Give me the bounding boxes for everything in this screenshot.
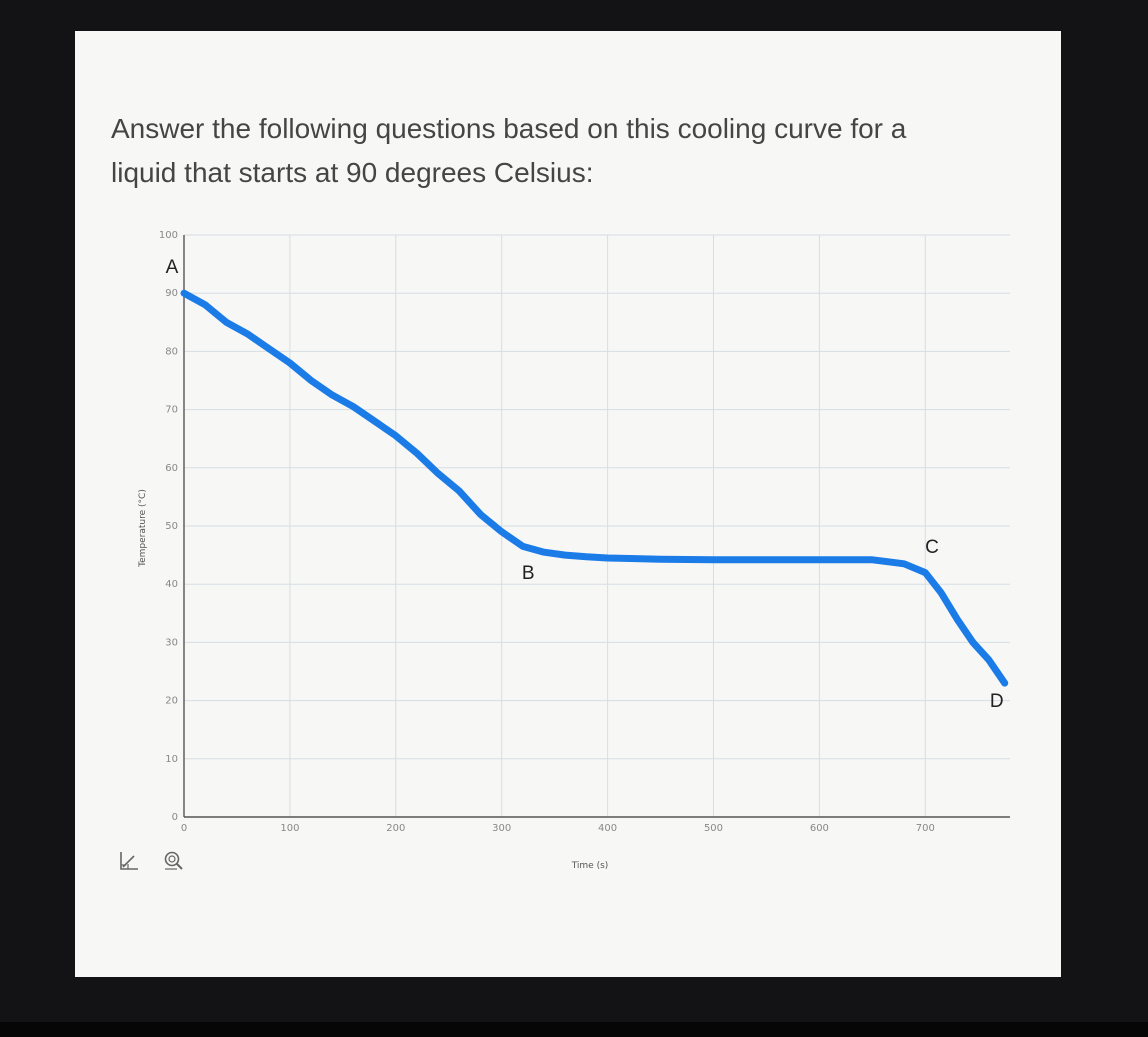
chart-grid	[184, 234, 1010, 817]
chart-axes	[183, 235, 1010, 818]
y-tick-label: 100	[159, 230, 178, 241]
x-tick-label: 100	[280, 823, 299, 834]
question-line-2: liquid that starts at 90 degrees Celsius…	[111, 157, 594, 188]
y-tick-label: 0	[172, 812, 178, 823]
x-tick-label: 200	[386, 823, 405, 834]
point-label-c: C	[925, 537, 939, 558]
x-tick-label: 500	[704, 823, 723, 834]
zoom-icon[interactable]	[163, 850, 185, 872]
point-label-a: A	[166, 257, 179, 278]
x-tick-label: 600	[810, 823, 829, 834]
chart-series	[180, 289, 1009, 687]
y-tick-label: 40	[165, 579, 178, 590]
point-label-d: D	[990, 691, 1004, 712]
y-tick-label: 90	[165, 288, 178, 299]
x-tick-label: 400	[598, 823, 617, 834]
bottom-bar	[0, 1022, 1148, 1037]
chart-ticks: 0 100 200 300 400 500 600 700 0 10 20 30 40 50 60 70 80 9…	[159, 230, 935, 834]
y-tick-label: 70	[165, 405, 178, 416]
axis-line-chart-icon[interactable]	[118, 850, 140, 872]
cooling-curve-line	[180, 289, 1009, 687]
y-tick-label: 10	[165, 754, 178, 765]
point-label-b: B	[522, 563, 535, 584]
y-tick-label: 60	[165, 463, 178, 474]
x-axis-title: Time (s)	[571, 861, 609, 871]
chart-annotations: A B C D	[166, 257, 1004, 712]
y-tick-label: 80	[165, 346, 178, 357]
y-tick-label: 30	[165, 637, 178, 648]
y-tick-label: 50	[165, 521, 178, 532]
y-tick-label: 20	[165, 696, 178, 707]
question-card: Answer the following questions based on …	[75, 31, 1061, 977]
question-text: Answer the following questions based on …	[111, 107, 1011, 195]
x-tick-label: 300	[492, 823, 511, 834]
y-axis-title: Temperature (°C)	[138, 489, 148, 568]
x-tick-label: 0	[181, 823, 187, 834]
question-line-1: Answer the following questions based on …	[111, 113, 907, 144]
x-tick-label: 700	[916, 823, 935, 834]
